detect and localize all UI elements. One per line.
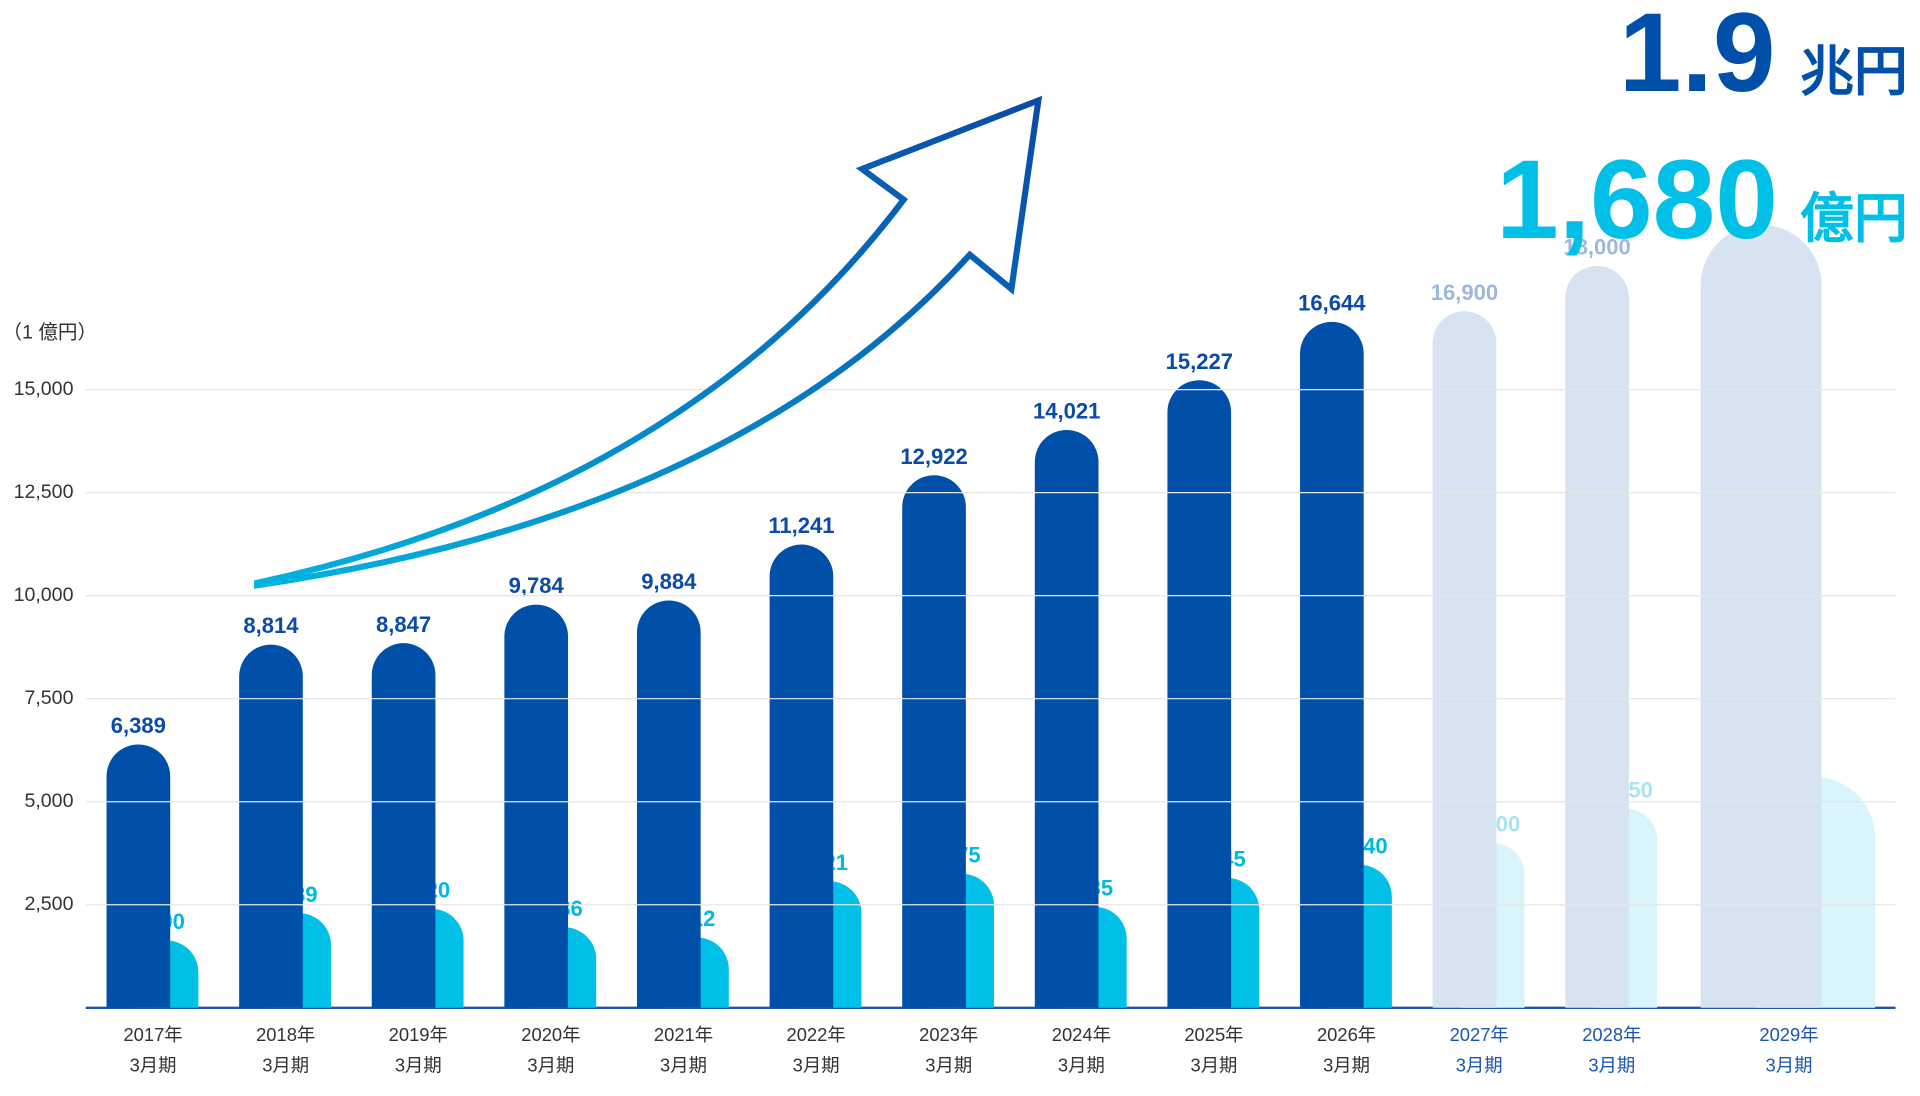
bar [636,600,701,1008]
x-tick-label: 3月期 [1456,1054,1503,1075]
headline-value: 1.9 [1619,0,1776,115]
value-label: 16,900 [1431,280,1498,305]
headline-unit: 億円 [1800,189,1908,249]
x-tick-label: 3月期 [1766,1054,1813,1075]
x-tick-label: 3月期 [1190,1054,1237,1075]
bar [371,643,436,1008]
bar [106,744,171,1008]
x-tick-label: 3月期 [925,1054,972,1075]
y-tick-label: 10,000 [14,584,74,606]
x-tick-label: 2018年 [256,1024,315,1045]
x-tick-label: 2020年 [521,1024,580,1045]
x-tick-label: 2023年 [919,1024,978,1045]
x-tick-label: 3月期 [660,1054,707,1075]
value-label: 15,227 [1166,349,1233,374]
x-tick-label: 3月期 [130,1054,177,1075]
value-label: 12,922 [900,444,967,469]
x-tick-label: 3月期 [395,1054,442,1075]
y-axis-unit: （1 億円） [2,321,97,343]
x-tick-label: 3月期 [262,1054,309,1075]
bar [1565,265,1629,1008]
value-label: 16,644 [1298,291,1366,316]
value-label: 8,847 [376,612,431,637]
y-tick-label: 2,500 [24,893,73,915]
bar [769,544,834,1008]
y-tick-label: 15,000 [14,378,74,400]
x-tick-label: 3月期 [793,1054,840,1075]
value-label: 9,784 [509,573,565,598]
x-tick-label: 2024年 [1052,1024,1111,1045]
value-label: 18,000 [1563,235,1630,260]
bar [1700,224,1822,1008]
value-label: 6,389 [111,713,166,738]
y-tick-label: 5,000 [24,790,73,812]
bar [1300,321,1364,1008]
x-tick-label: 3月期 [1588,1054,1635,1075]
value-label: 11,241 [768,513,834,538]
x-tick-label: 2028年 [1582,1024,1641,1045]
x-tick-label: 2027年 [1450,1024,1509,1045]
bar [1034,429,1099,1008]
bar [504,604,569,1008]
x-tick-label: 2022年 [787,1024,846,1045]
y-tick-label: 7,500 [24,687,73,709]
y-tick-label: 12,500 [14,481,74,503]
x-tick-label: 3月期 [1058,1054,1105,1075]
headline-value: 1,680 [1496,136,1778,262]
x-tick-label: 2025年 [1184,1024,1243,1045]
bar [1432,311,1497,1008]
bar [902,475,966,1008]
headline-unit: 兆円 [1800,42,1908,102]
value-label: 14,021 [1033,399,1100,424]
x-tick-label: 2029年 [1759,1024,1818,1045]
value-label: 8,814 [243,613,299,638]
x-tick-label: 2021年 [654,1024,713,1045]
x-tick-label: 2017年 [123,1024,182,1045]
growth-arrow [254,95,1043,589]
value-label: 9,884 [641,569,697,594]
x-tick-label: 3月期 [527,1054,574,1075]
bar [1167,380,1232,1008]
bar [239,644,303,1008]
x-tick-label: 2026年 [1317,1024,1376,1045]
x-tick-label: 2019年 [389,1024,448,1045]
x-tick-label: 3月期 [1323,1054,1370,1075]
